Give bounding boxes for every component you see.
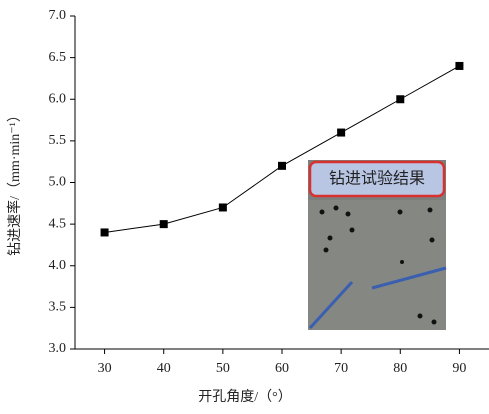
y-axis-label: 钻进速率/（mm·min⁻¹） [6, 108, 23, 256]
x-axis-label: 开孔角度/（°） [198, 389, 292, 405]
chart: 钻进试验结果 开孔角度/（°） 钻进速率/（mm·min⁻¹） 3.0 3.5 4.… [0, 0, 489, 409]
marker [337, 129, 345, 137]
x-tick-label: 80 [393, 361, 407, 376]
marker [160, 220, 168, 228]
x-tick-label: 70 [334, 361, 348, 376]
page: {"chart_data": {"type": "line", "x_label… [0, 0, 489, 409]
x-tick-label: 30 [98, 361, 112, 376]
x-tick-label: 50 [216, 361, 230, 376]
marker [219, 203, 227, 211]
y-tick-label: 6.0 [49, 91, 67, 106]
y-tick-label: 3.0 [49, 341, 67, 356]
y-tick-label: 5.5 [49, 133, 67, 148]
y-tick-label: 5.0 [49, 175, 67, 190]
x-tick-label: 40 [157, 361, 171, 376]
inset-label: 钻进试验结果 [329, 170, 425, 188]
y-tick-label: 6.5 [49, 50, 67, 65]
y-tick-label: 4.0 [49, 258, 67, 273]
x-tick-label: 60 [275, 361, 289, 376]
marker [278, 162, 286, 170]
y-tick-label: 4.5 [49, 216, 67, 231]
y-tick-label: 3.5 [49, 300, 67, 315]
x-tick-label: 90 [452, 361, 466, 376]
marker [455, 62, 463, 70]
marker [101, 228, 109, 236]
y-tick-label: 7.0 [49, 8, 67, 23]
marker [396, 95, 404, 103]
